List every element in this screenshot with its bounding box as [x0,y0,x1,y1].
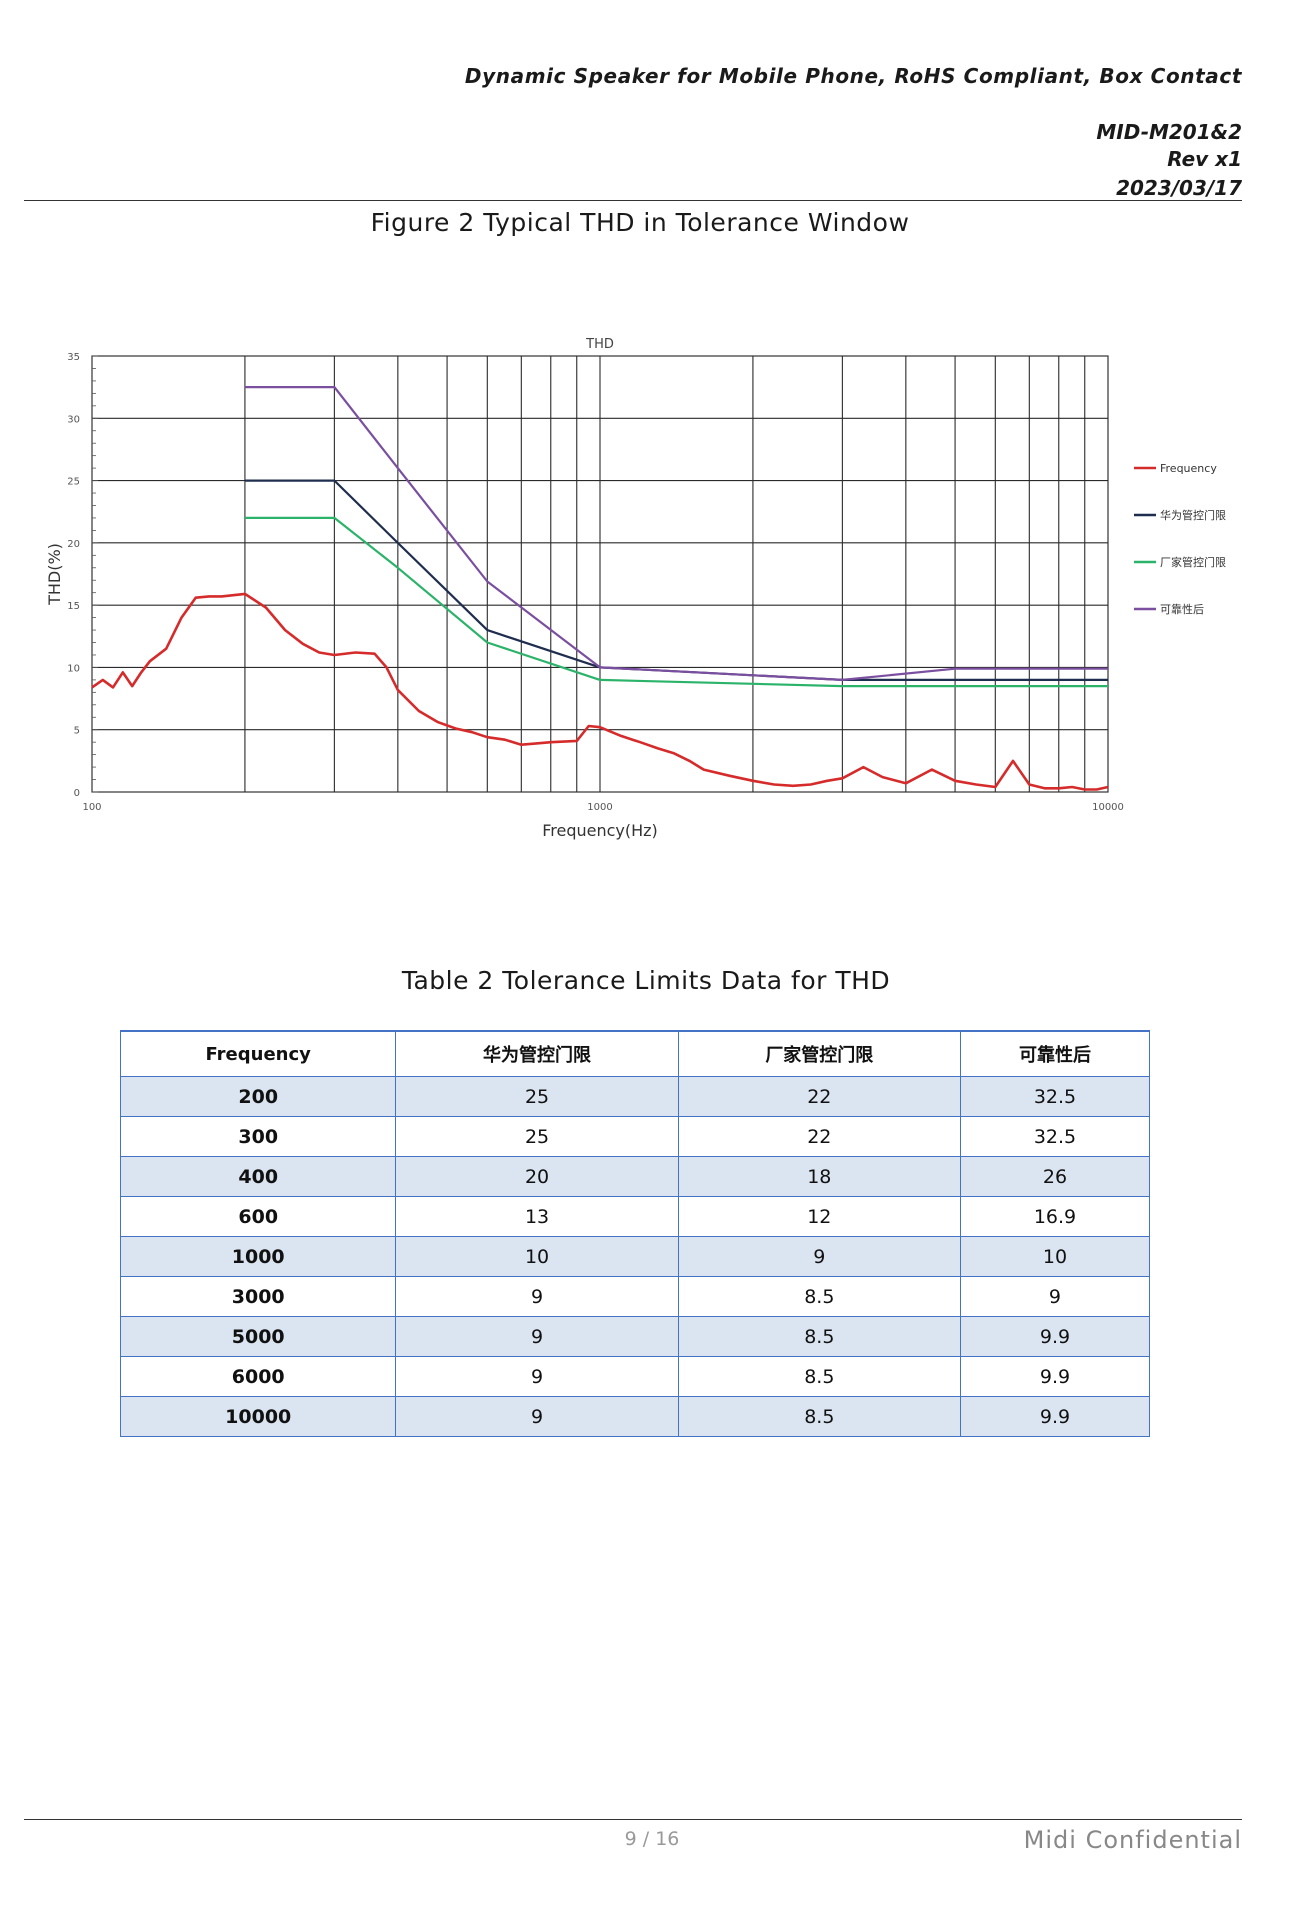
cell-vendor-limit: 8.5 [677,1276,961,1317]
y-tick-label: 0 [74,788,80,799]
x-axis-label: Frequency(Hz) [542,821,658,840]
table-row: 200 25 22 32.5 [119,1076,1151,1117]
y-tick-label: 30 [67,414,80,425]
y-tick-label: 5 [74,726,80,737]
document-title: Dynamic Speaker for Mobile Phone, RoHS C… [464,64,1242,88]
cell-after-reliability: 9.9 [959,1316,1151,1357]
series-line-4 [244,385,1108,681]
cell-frequency: 600 [119,1196,397,1237]
table-row: 6000 9 8.5 9.9 [119,1356,1151,1397]
cell-frequency: 1000 [119,1236,397,1277]
table-row: 300 25 22 32.5 [119,1116,1151,1157]
cell-huawei-limit: 13 [395,1196,679,1237]
cell-frequency: 5000 [119,1316,397,1357]
header-huawei-limit: 华为管控门限 [395,1030,679,1077]
legend-label: Frequency [1160,462,1217,475]
thd-tolerance-table: Frequency 华为管控门限 厂家管控门限 可靠性后 200 25 22 3… [119,1030,1151,1437]
cell-after-reliability: 16.9 [959,1196,1151,1237]
cell-frequency: 6000 [119,1356,397,1397]
legend-label: 厂家管控门限 [1160,555,1226,569]
cell-after-reliability: 9.9 [959,1356,1151,1397]
footer-divider [24,1819,1242,1820]
header-vendor-limit: 厂家管控门限 [677,1030,961,1077]
cell-huawei-limit: 9 [395,1356,679,1397]
cell-after-reliability: 32.5 [959,1076,1151,1117]
cell-frequency: 400 [119,1156,397,1197]
cell-after-reliability: 10 [959,1236,1151,1277]
table-row: 5000 9 8.5 9.9 [119,1316,1151,1357]
table-header-row: Frequency 华为管控门限 厂家管控门限 可靠性后 [119,1030,1151,1077]
document-date: 2023/03/17 [1116,176,1242,200]
table-row: 3000 9 8.5 9 [119,1276,1151,1317]
cell-huawei-limit: 9 [395,1396,679,1437]
figure-caption: Figure 2 Typical THD in Tolerance Window [370,208,910,237]
cell-vendor-limit: 9 [677,1236,961,1277]
y-tick-label: 10 [67,663,80,674]
table-row: 1000 10 9 10 [119,1236,1151,1277]
y-tick-label: 25 [67,477,80,488]
table-row: 10000 9 8.5 9.9 [119,1396,1151,1437]
legend-label: 可靠性后 [1160,602,1204,616]
cell-after-reliability: 32.5 [959,1116,1151,1157]
table-caption: Table 2 Tolerance Limits Data for THD [401,966,891,995]
series-line-1 [91,592,1109,791]
cell-after-reliability: 26 [959,1156,1151,1197]
thd-chart: 0 5 10 15 20 25 30 35 100 1000 10000 THD Frequency(H… [45,337,1226,840]
y-axis-label: THD(%) [45,543,64,606]
cell-after-reliability: 9 [959,1276,1151,1317]
cell-frequency: 10000 [119,1396,397,1437]
x-tick-label: 10000 [1092,802,1124,813]
cell-vendor-limit: 8.5 [677,1356,961,1397]
y-tick-label: 35 [67,352,80,363]
document-revision: Rev x1 [1167,147,1242,171]
cell-frequency: 3000 [119,1276,397,1317]
page-number: 9 / 16 [624,1828,680,1850]
chart-title: THD [585,337,614,352]
series-line-3 [244,516,1108,688]
header-frequency: Frequency [119,1030,397,1077]
cell-huawei-limit: 9 [395,1276,679,1317]
cell-huawei-limit: 25 [395,1116,679,1157]
cell-vendor-limit: 8.5 [677,1396,961,1437]
cell-vendor-limit: 12 [677,1196,961,1237]
cell-after-reliability: 9.9 [959,1396,1151,1437]
x-tick-label: 1000 [587,802,612,813]
cell-huawei-limit: 10 [395,1236,679,1277]
document-number: MID-M201&2 [1096,120,1242,144]
cell-vendor-limit: 8.5 [677,1316,961,1357]
cell-huawei-limit: 9 [395,1316,679,1357]
cell-huawei-limit: 20 [395,1156,679,1197]
cell-vendor-limit: 22 [677,1076,961,1117]
legend-label: 华为管控门限 [1160,508,1226,522]
cell-vendor-limit: 18 [677,1156,961,1197]
table-row: 400 20 18 26 [119,1156,1151,1197]
confidential-label: Midi Confidential [1023,1826,1242,1854]
x-tick-label: 100 [82,802,101,813]
cell-frequency: 300 [119,1116,397,1157]
y-tick-label: 15 [67,601,80,612]
table-row: 600 13 12 16.9 [119,1196,1151,1237]
cell-vendor-limit: 22 [677,1116,961,1157]
cell-huawei-limit: 25 [395,1076,679,1117]
y-tick-label: 20 [67,539,80,550]
header-after-reliability: 可靠性后 [959,1030,1151,1077]
header-divider [24,200,1242,201]
cell-frequency: 200 [119,1076,397,1117]
